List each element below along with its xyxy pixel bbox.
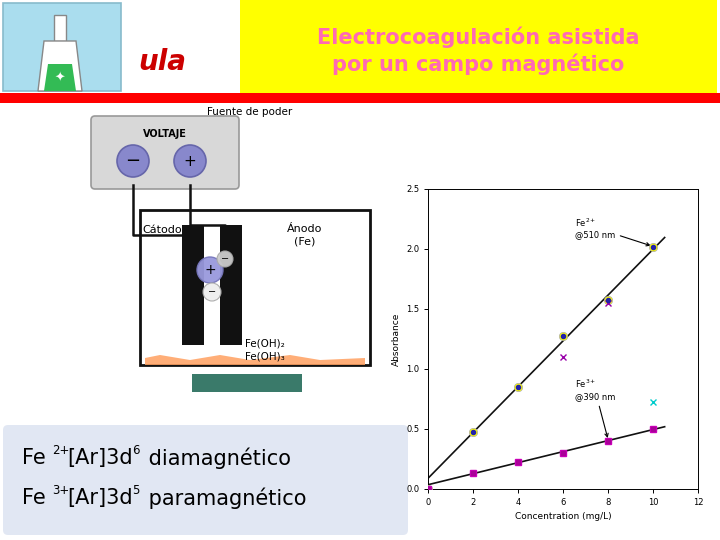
Text: Fe(OH)₂
Fe(OH)₃: Fe(OH)₂ Fe(OH)₃ <box>245 339 285 361</box>
Text: 3+: 3+ <box>52 483 69 496</box>
Text: Fe$^{2+}$
@510 nm: Fe$^{2+}$ @510 nm <box>575 216 649 246</box>
Text: Fuente de poder: Fuente de poder <box>207 107 292 117</box>
Text: +: + <box>184 153 197 168</box>
Bar <box>3 3 121 91</box>
Circle shape <box>217 251 233 267</box>
Text: 5: 5 <box>132 483 140 496</box>
Polygon shape <box>145 355 365 365</box>
Text: +: + <box>204 263 216 277</box>
Text: diamagnético: diamagnético <box>142 447 291 469</box>
Text: Fe: Fe <box>22 488 46 508</box>
Text: ✦: ✦ <box>55 71 66 84</box>
Bar <box>192 374 302 392</box>
Polygon shape <box>44 64 76 91</box>
Y-axis label: Absorbance: Absorbance <box>392 312 401 366</box>
Circle shape <box>197 257 223 283</box>
Circle shape <box>117 145 149 177</box>
Bar <box>54 15 66 41</box>
Bar <box>220 225 242 345</box>
Bar <box>140 210 370 365</box>
Text: Fe$^{3+}$
@390 nm: Fe$^{3+}$ @390 nm <box>575 378 615 437</box>
Bar <box>240 0 717 93</box>
Text: Electrocoagulación asistida: Electrocoagulación asistida <box>317 26 639 48</box>
Text: [Ar]3d: [Ar]3d <box>67 448 132 468</box>
Polygon shape <box>38 41 82 91</box>
FancyBboxPatch shape <box>91 116 239 189</box>
FancyBboxPatch shape <box>3 425 408 535</box>
Text: Ánodo
(Fe): Ánodo (Fe) <box>287 224 323 246</box>
Text: Cátodo: Cátodo <box>142 225 182 235</box>
Text: por un campo magnético: por un campo magnético <box>332 53 624 75</box>
Text: −: − <box>221 254 229 264</box>
Circle shape <box>203 283 221 301</box>
Text: VOLTAJE: VOLTAJE <box>143 129 187 139</box>
Bar <box>182 225 204 345</box>
Text: −: − <box>208 287 216 297</box>
Bar <box>0 93 720 103</box>
Text: 6: 6 <box>132 443 140 456</box>
Text: Fe: Fe <box>22 448 46 468</box>
Text: [Ar]3d: [Ar]3d <box>67 488 132 508</box>
X-axis label: Concentration (mg/L): Concentration (mg/L) <box>515 512 612 521</box>
Text: paramagnético: paramagnético <box>142 487 307 509</box>
Bar <box>0 0 720 93</box>
Text: ula: ula <box>138 48 186 76</box>
Circle shape <box>174 145 206 177</box>
Text: −: − <box>125 152 140 170</box>
Text: 2+: 2+ <box>52 443 69 456</box>
